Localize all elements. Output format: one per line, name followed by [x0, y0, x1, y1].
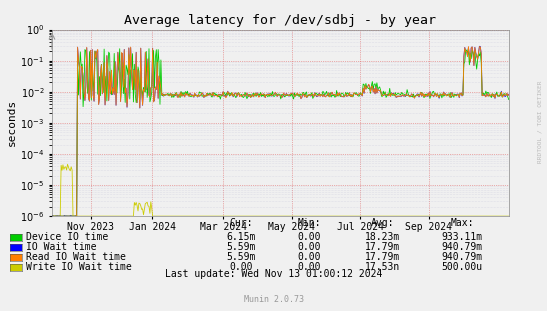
Text: Read IO Wait time: Read IO Wait time: [26, 252, 126, 262]
Text: 17.79m: 17.79m: [365, 252, 400, 262]
Text: 500.00u: 500.00u: [441, 262, 483, 272]
Text: 17.79m: 17.79m: [365, 242, 400, 252]
Text: Last update: Wed Nov 13 01:00:12 2024: Last update: Wed Nov 13 01:00:12 2024: [165, 269, 382, 279]
Text: 18.23m: 18.23m: [365, 232, 400, 242]
Text: Avg:: Avg:: [371, 218, 394, 228]
Text: 933.11m: 933.11m: [441, 232, 483, 242]
Text: Cur:: Cur:: [229, 218, 252, 228]
Text: 940.79m: 940.79m: [441, 252, 483, 262]
Text: 5.59m: 5.59m: [226, 252, 255, 262]
Text: RRDTOOL / TOBI OETIKER: RRDTOOL / TOBI OETIKER: [538, 80, 543, 163]
Text: Device IO time: Device IO time: [26, 232, 108, 242]
Text: 17.53n: 17.53n: [365, 262, 400, 272]
Text: 0.00: 0.00: [298, 252, 321, 262]
Text: IO Wait time: IO Wait time: [26, 242, 97, 252]
Text: 6.15m: 6.15m: [226, 232, 255, 242]
Text: 0.00: 0.00: [298, 242, 321, 252]
Text: 5.59m: 5.59m: [226, 242, 255, 252]
Text: 940.79m: 940.79m: [441, 242, 483, 252]
Text: Munin 2.0.73: Munin 2.0.73: [243, 295, 304, 304]
Text: Write IO Wait time: Write IO Wait time: [26, 262, 132, 272]
Text: 0.00: 0.00: [229, 262, 252, 272]
Text: Min:: Min:: [298, 218, 321, 228]
Text: 0.00: 0.00: [298, 262, 321, 272]
Text: 0.00: 0.00: [298, 232, 321, 242]
Y-axis label: seconds: seconds: [7, 99, 18, 146]
Text: Max:: Max:: [451, 218, 474, 228]
Title: Average latency for /dev/sdbj - by year: Average latency for /dev/sdbj - by year: [124, 14, 437, 27]
